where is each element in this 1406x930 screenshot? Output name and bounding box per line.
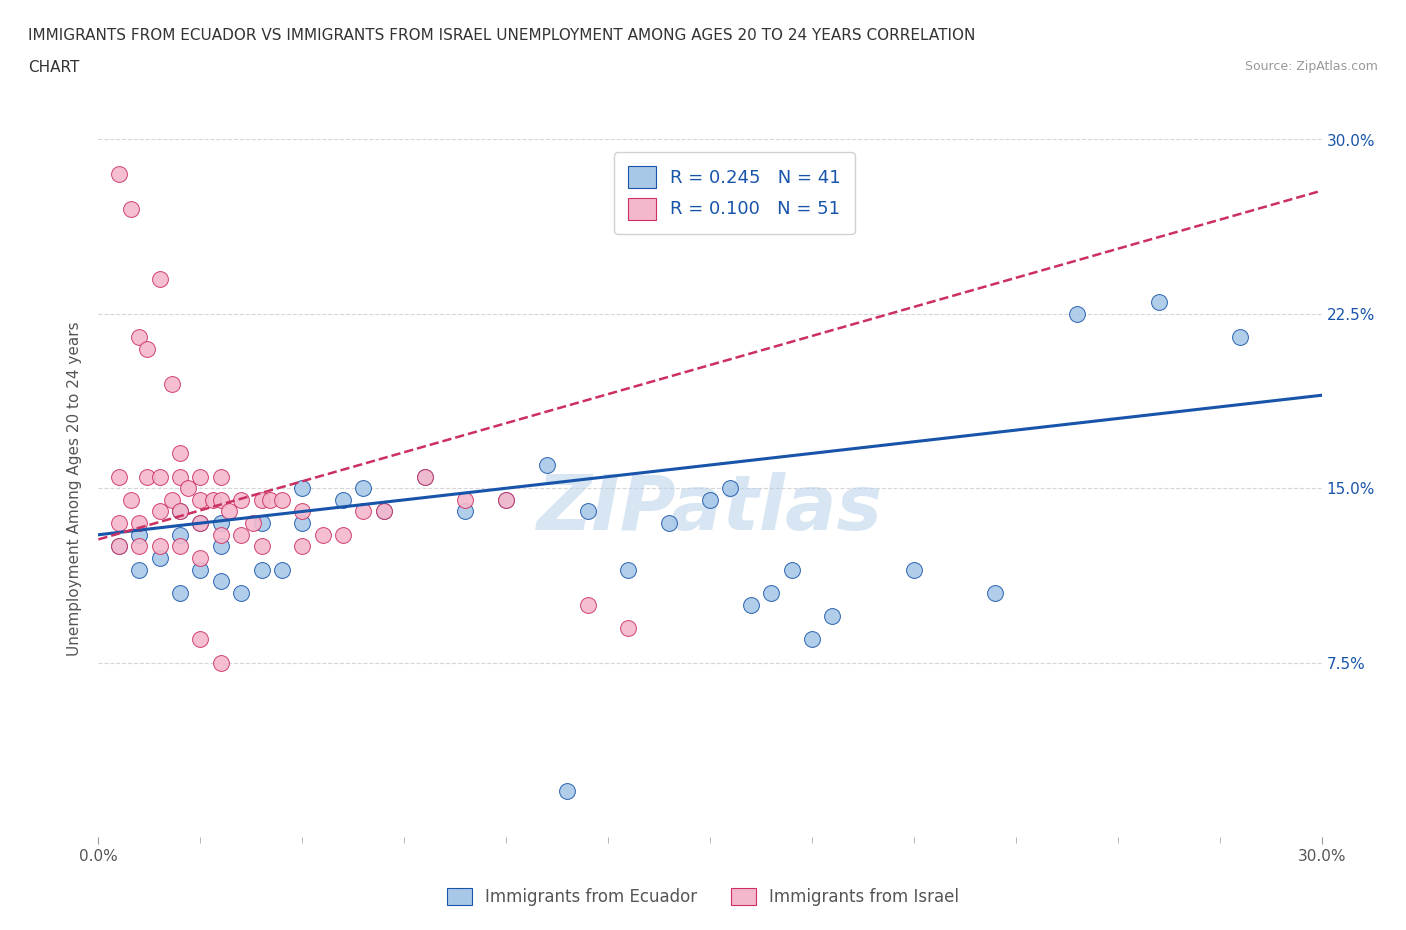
- Point: [454, 493, 477, 508]
- Point: [617, 562, 640, 577]
- Point: [576, 504, 599, 519]
- Point: [352, 481, 374, 496]
- Point: [128, 527, 150, 542]
- Point: [250, 493, 273, 508]
- Point: [454, 504, 477, 519]
- Point: [209, 493, 232, 508]
- Point: [270, 562, 294, 577]
- Point: [169, 504, 191, 519]
- Point: [801, 632, 824, 647]
- Y-axis label: Unemployment Among Ages 20 to 24 years: Unemployment Among Ages 20 to 24 years: [67, 321, 83, 656]
- Point: [149, 504, 172, 519]
- Point: [373, 504, 395, 519]
- Point: [177, 481, 200, 496]
- Text: ZIPatlas: ZIPatlas: [537, 472, 883, 546]
- Point: [188, 493, 212, 508]
- Point: [903, 562, 925, 577]
- Text: CHART: CHART: [28, 60, 80, 75]
- Point: [149, 551, 172, 565]
- Point: [136, 341, 159, 356]
- Point: [250, 539, 273, 554]
- Point: [576, 597, 599, 612]
- Point: [209, 656, 232, 671]
- Point: [780, 562, 803, 577]
- Point: [188, 562, 212, 577]
- Point: [250, 562, 273, 577]
- Point: [1147, 295, 1170, 310]
- Point: [209, 469, 232, 484]
- Point: [188, 515, 212, 530]
- Point: [169, 504, 191, 519]
- Point: [312, 527, 335, 542]
- Point: [218, 504, 240, 519]
- Point: [188, 632, 212, 647]
- Point: [242, 515, 264, 530]
- Text: IMMIGRANTS FROM ECUADOR VS IMMIGRANTS FROM ISRAEL UNEMPLOYMENT AMONG AGES 20 TO : IMMIGRANTS FROM ECUADOR VS IMMIGRANTS FR…: [28, 28, 976, 43]
- Point: [160, 376, 183, 391]
- Point: [120, 493, 142, 508]
- Point: [231, 493, 253, 508]
- Point: [169, 539, 191, 554]
- Point: [658, 515, 681, 530]
- Point: [740, 597, 762, 612]
- Point: [250, 515, 273, 530]
- Point: [120, 202, 142, 217]
- Point: [201, 493, 224, 508]
- Point: [332, 527, 354, 542]
- Point: [188, 469, 212, 484]
- Point: [761, 586, 783, 601]
- Point: [1066, 307, 1088, 322]
- Legend: Immigrants from Ecuador, Immigrants from Israel: Immigrants from Ecuador, Immigrants from…: [440, 881, 966, 912]
- Point: [352, 504, 374, 519]
- Point: [332, 493, 354, 508]
- Legend: R = 0.245   N = 41, R = 0.100   N = 51: R = 0.245 N = 41, R = 0.100 N = 51: [614, 152, 855, 234]
- Point: [149, 469, 172, 484]
- Point: [1229, 330, 1251, 345]
- Point: [291, 504, 314, 519]
- Point: [821, 609, 844, 624]
- Point: [108, 539, 131, 554]
- Point: [128, 330, 150, 345]
- Point: [291, 515, 314, 530]
- Point: [149, 272, 172, 286]
- Point: [259, 493, 281, 508]
- Point: [536, 458, 558, 472]
- Point: [108, 469, 131, 484]
- Point: [149, 539, 172, 554]
- Point: [413, 469, 436, 484]
- Point: [108, 539, 131, 554]
- Point: [108, 515, 131, 530]
- Point: [413, 469, 436, 484]
- Point: [209, 574, 232, 589]
- Point: [160, 493, 183, 508]
- Point: [699, 493, 721, 508]
- Point: [136, 469, 159, 484]
- Point: [231, 586, 253, 601]
- Point: [984, 586, 1007, 601]
- Point: [373, 504, 395, 519]
- Point: [128, 515, 150, 530]
- Point: [188, 515, 212, 530]
- Point: [108, 167, 131, 182]
- Point: [169, 445, 191, 460]
- Point: [291, 481, 314, 496]
- Point: [209, 539, 232, 554]
- Point: [209, 527, 232, 542]
- Point: [557, 783, 579, 798]
- Point: [128, 539, 150, 554]
- Point: [169, 527, 191, 542]
- Point: [231, 527, 253, 542]
- Point: [209, 515, 232, 530]
- Point: [720, 481, 742, 496]
- Point: [617, 620, 640, 635]
- Point: [169, 469, 191, 484]
- Point: [169, 586, 191, 601]
- Point: [188, 551, 212, 565]
- Text: Source: ZipAtlas.com: Source: ZipAtlas.com: [1244, 60, 1378, 73]
- Point: [128, 562, 150, 577]
- Point: [270, 493, 294, 508]
- Point: [495, 493, 517, 508]
- Point: [291, 539, 314, 554]
- Point: [495, 493, 517, 508]
